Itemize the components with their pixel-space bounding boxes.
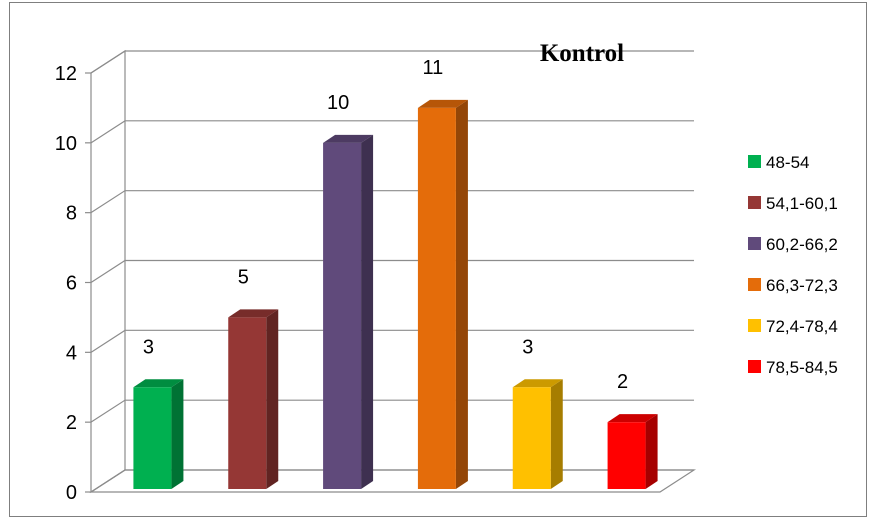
gridline (90, 259, 694, 284)
bars (133, 99, 658, 490)
gridlines (90, 50, 694, 493)
data-label: 5 (238, 266, 249, 288)
bar-top (133, 379, 184, 388)
bar-front (512, 387, 551, 489)
legend-label: 48-54 (766, 153, 809, 172)
y-tick-label: 4 (66, 342, 77, 364)
legend-label: 60,2-66,2 (766, 235, 838, 254)
bar-front (417, 107, 456, 490)
data-label: 3 (522, 336, 533, 358)
bar (133, 379, 184, 489)
legend-item: 54,1-60,1 (748, 194, 838, 213)
gridline (90, 469, 694, 493)
legend-label: 54,1-60,1 (766, 194, 838, 213)
legend-item: 48-54 (748, 153, 809, 172)
chart-title: Kontrol (540, 40, 624, 67)
bar-top (323, 134, 374, 143)
bar (607, 414, 658, 489)
bar-side (645, 414, 658, 489)
y-tick-label: 6 (66, 273, 77, 295)
data-label: 11 (423, 57, 444, 79)
legend-label: 78,5-84,5 (766, 358, 838, 377)
y-axis-ticks: 0 2 4 6 8 10 12 (55, 63, 91, 504)
bar-top (417, 99, 468, 108)
bar-front (133, 387, 172, 489)
gridline (90, 50, 694, 74)
legend: 48-54 54,1-60,1 60,2-66,2 66,3-72,3 72,4-78,… (748, 153, 838, 377)
bar-side (361, 134, 374, 490)
legend-item: 78,5-84,5 (748, 358, 838, 377)
bar (417, 99, 468, 490)
bar-front (323, 142, 362, 490)
data-labels: 3 5 10 11 3 2 (143, 57, 628, 393)
bar-top (512, 379, 563, 388)
data-label: 10 (327, 92, 349, 114)
gridline (90, 120, 694, 144)
data-label: 2 (617, 371, 628, 393)
bar-front (607, 422, 646, 489)
bar-top (228, 309, 279, 318)
legend-label: 66,3-72,3 (766, 276, 838, 295)
bar (323, 134, 374, 490)
legend-item: 66,3-72,3 (748, 276, 838, 295)
y-tick-label: 12 (55, 63, 77, 85)
y-tick-label: 0 (66, 482, 77, 504)
legend-item: 60,2-66,2 (748, 235, 838, 254)
bar-top (607, 414, 658, 423)
y-tick-label: 8 (66, 203, 77, 225)
bar-front (228, 317, 267, 489)
bar (512, 379, 563, 489)
bar-side (455, 99, 468, 490)
y-tick-label: 10 (55, 133, 77, 155)
legend-item: 72,4-78,4 (748, 317, 838, 336)
bar-side (550, 379, 563, 489)
gridline (90, 399, 694, 423)
bar (228, 309, 279, 489)
gridline (90, 329, 694, 353)
legend-label: 72,4-78,4 (766, 317, 838, 336)
legend-swatch (748, 278, 761, 291)
bar-side (266, 309, 279, 489)
legend-swatch (748, 155, 761, 168)
legend-swatch (748, 237, 761, 250)
gridline (90, 190, 694, 214)
data-label: 3 (143, 336, 154, 358)
legend-swatch (748, 360, 761, 373)
legend-swatch (748, 196, 761, 209)
legend-swatch (748, 319, 761, 332)
bar-side (171, 379, 184, 489)
y-tick-label: 2 (66, 412, 77, 434)
